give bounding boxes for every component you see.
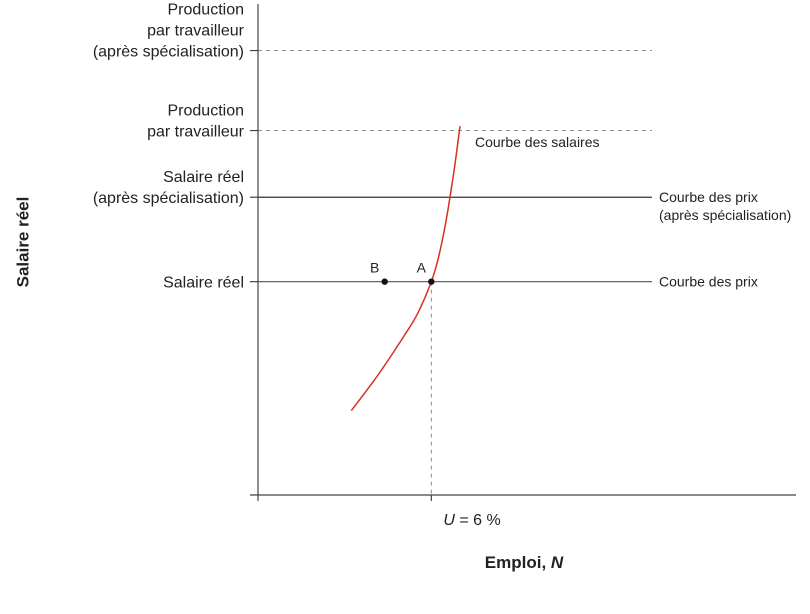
- price-curve-label-0: Courbe des prix: [659, 189, 758, 205]
- point-label-a: A: [417, 260, 427, 276]
- y-label-prod_after-line: Production: [168, 2, 245, 19]
- y-label-prod-line: par travailleur: [147, 124, 245, 141]
- price-curve-label-1: Courbe des prix: [659, 274, 758, 290]
- x-tick-text: = 6 %: [455, 512, 501, 529]
- y-label-prod_after-line: par travailleur: [147, 23, 245, 40]
- point-b: [381, 278, 388, 285]
- x-tick-unemployment: U = 6 %: [443, 512, 500, 529]
- labels: Production par travailleur (après spéciali…: [93, 2, 791, 292]
- marks: [381, 278, 435, 285]
- reference-lines: [258, 50, 652, 495]
- x-tick-var: U: [443, 512, 455, 529]
- y-label-prod_after-line: (après spécialisation): [93, 44, 244, 61]
- x-axis-title-text: Emploi,: [485, 553, 551, 572]
- x-axis-title-var: N: [551, 553, 564, 572]
- y-label-wage-line: Salaire réel: [163, 275, 244, 292]
- x-axis-title: Emploi, N: [485, 553, 564, 572]
- wage-curve-label: Courbe des salaires: [475, 134, 600, 150]
- y-axis-title: Salaire réel: [13, 197, 32, 288]
- wage-curve-line: [350, 126, 461, 412]
- axes: [250, 4, 796, 501]
- point-a: [428, 278, 435, 285]
- point-label-b: B: [370, 260, 379, 276]
- y-label-wage_after-line: (après spécialisation): [93, 190, 244, 207]
- y-label-prod-line: Production: [168, 103, 245, 120]
- price-curve-label-0: (après spécialisation): [659, 207, 791, 223]
- y-label-wage_after-line: Salaire réel: [163, 169, 244, 186]
